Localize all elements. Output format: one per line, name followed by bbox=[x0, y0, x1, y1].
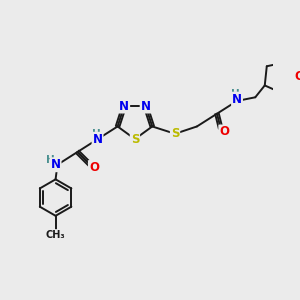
Text: H: H bbox=[92, 129, 101, 139]
Text: N: N bbox=[232, 93, 242, 106]
Text: N: N bbox=[119, 100, 129, 112]
Text: H: H bbox=[46, 155, 55, 165]
Text: O: O bbox=[219, 125, 229, 138]
Text: O: O bbox=[295, 70, 300, 83]
Text: N: N bbox=[92, 133, 103, 146]
Text: CH₃: CH₃ bbox=[46, 230, 65, 240]
Text: H: H bbox=[231, 88, 240, 99]
Text: N: N bbox=[51, 158, 61, 171]
Text: S: S bbox=[131, 133, 139, 146]
Text: N: N bbox=[141, 100, 151, 112]
Text: O: O bbox=[89, 161, 99, 174]
Text: S: S bbox=[171, 127, 179, 140]
